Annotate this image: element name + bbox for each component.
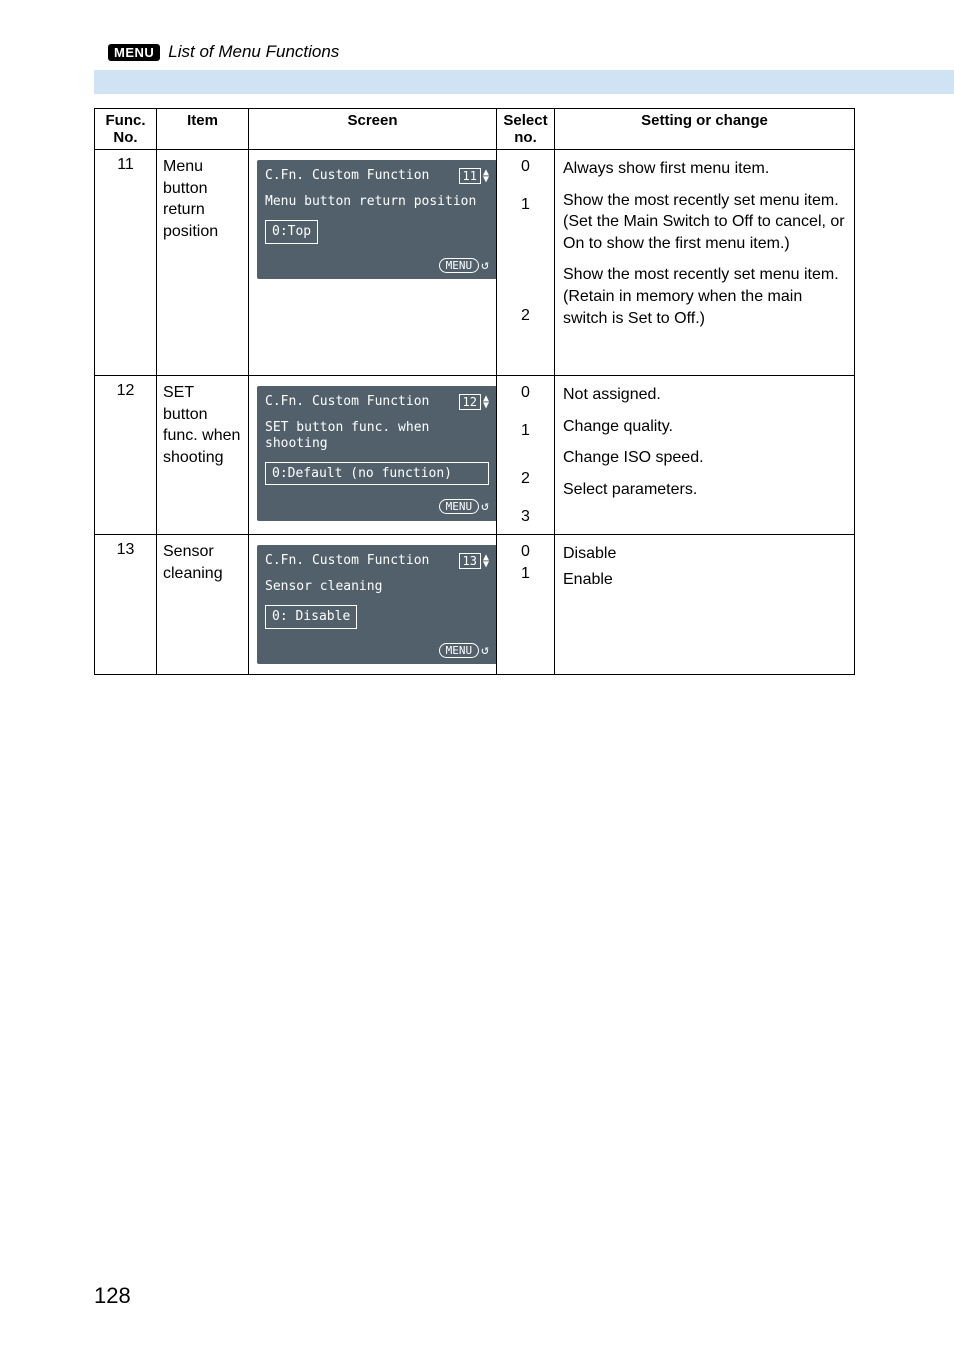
- lcd-func-number: 13▲▼: [459, 553, 489, 569]
- setting-text: Enable: [563, 567, 846, 593]
- item-cell: Sensor cleaning: [157, 535, 249, 675]
- lcd-menu-return: MENU↺: [265, 499, 489, 515]
- select-no-value: 1: [499, 420, 552, 442]
- select-no-cell: 0 1 2 3: [497, 376, 555, 535]
- select-no-value: 2: [499, 468, 552, 490]
- lcd-func-number: 12▲▼: [459, 394, 489, 410]
- item-cell: Menu button return position: [157, 150, 249, 376]
- col-select-no: Select no.: [497, 109, 555, 150]
- col-setting: Setting or change: [555, 109, 855, 150]
- up-down-arrows-icon: ▲▼: [483, 554, 489, 568]
- setting-text: Always show first menu item.: [563, 156, 846, 182]
- func-no-cell: 12: [95, 376, 157, 535]
- func-no-cell: 13: [95, 535, 157, 675]
- lcd-screenshot: C.Fn. Custom Function 12▲▼ SET button func…: [257, 386, 497, 521]
- menu-pill-icon: MENU: [439, 258, 480, 273]
- item-cell: SET button func. when shooting: [157, 376, 249, 535]
- col-screen: Screen: [249, 109, 497, 150]
- setting-cell: Not assigned. Change quality. Change ISO s…: [555, 376, 855, 535]
- menu-functions-table: Func. No. Item Screen Select no. Setting…: [94, 108, 855, 675]
- col-func-no: Func. No.: [95, 109, 157, 150]
- lcd-header: C.Fn. Custom Function: [265, 394, 429, 410]
- setting-text: Show the most recently set menu item. (R…: [563, 262, 846, 331]
- setting-cell: Always show first menu item. Show the mos…: [555, 150, 855, 376]
- table-header-row: Func. No. Item Screen Select no. Setting…: [95, 109, 855, 150]
- select-no-value: 1: [499, 194, 552, 216]
- lcd-menu-return: MENU↺: [265, 643, 489, 659]
- setting-text: Change quality.: [563, 414, 846, 440]
- table-row: 13Sensor cleaningC.Fn. Custom Function13…: [95, 535, 855, 675]
- screen-cell: C.Fn. Custom Function 12▲▼ SET button func…: [249, 376, 497, 535]
- page: MENU List of Menu Functions Func. No. It…: [0, 0, 954, 1355]
- header-title: List of Menu Functions: [168, 42, 339, 62]
- setting-text: Disable: [563, 541, 846, 567]
- lcd-title: Menu button return position: [265, 194, 489, 210]
- return-arrow-icon: ↺: [481, 258, 489, 273]
- lcd-func-number: 11▲▼: [459, 168, 489, 184]
- page-header: MENU List of Menu Functions: [0, 42, 954, 68]
- header-underline-bar: [94, 70, 954, 94]
- lcd-header: C.Fn. Custom Function: [265, 553, 429, 569]
- return-arrow-icon: ↺: [481, 499, 489, 514]
- select-no-cell: 0 1 2: [497, 150, 555, 376]
- menu-pill-icon: MENU: [439, 643, 480, 658]
- lcd-value: 0: Disable: [265, 605, 357, 629]
- select-no-value: 0: [499, 382, 552, 404]
- col-item: Item: [157, 109, 249, 150]
- setting-text: Change ISO speed.: [563, 445, 846, 471]
- select-no-cell: 01: [497, 535, 555, 675]
- setting-text: Show the most recently set menu item. (S…: [563, 188, 846, 257]
- table-row: 11Menu button return positionC.Fn. Custo…: [95, 150, 855, 376]
- select-no-value: 0: [499, 541, 552, 563]
- menu-badge-icon: MENU: [108, 44, 160, 61]
- select-no-value: 3: [499, 506, 552, 528]
- up-down-arrows-icon: ▲▼: [483, 395, 489, 409]
- menu-pill-icon: MENU: [439, 499, 480, 514]
- lcd-title: Sensor cleaning: [265, 579, 489, 595]
- setting-text: Select parameters.: [563, 477, 846, 503]
- lcd-value: 0:Top: [265, 220, 318, 244]
- return-arrow-icon: ↺: [481, 643, 489, 658]
- lcd-screenshot: C.Fn. Custom Function 11▲▼ Menu button ret…: [257, 160, 497, 279]
- setting-cell: DisableEnable: [555, 535, 855, 675]
- lcd-menu-return: MENU↺: [265, 258, 489, 274]
- up-down-arrows-icon: ▲▼: [483, 169, 489, 183]
- select-no-value: 0: [499, 156, 552, 178]
- setting-text: Not assigned.: [563, 382, 846, 408]
- lcd-header: C.Fn. Custom Function: [265, 168, 429, 184]
- lcd-title: SET button func. when shooting: [265, 420, 489, 451]
- select-no-value: 2: [499, 305, 552, 327]
- lcd-value: 0:Default (no function): [265, 462, 489, 486]
- page-number: 128: [94, 1283, 131, 1309]
- table-row: 12SET button func. when shootingC.Fn. Cu…: [95, 376, 855, 535]
- lcd-screenshot: C.Fn. Custom Function 13▲▼ Sensor cleaning…: [257, 545, 497, 664]
- screen-cell: C.Fn. Custom Function 11▲▼ Menu button ret…: [249, 150, 497, 376]
- select-no-value: 1: [499, 563, 552, 585]
- screen-cell: C.Fn. Custom Function 13▲▼ Sensor cleaning…: [249, 535, 497, 675]
- func-no-cell: 11: [95, 150, 157, 376]
